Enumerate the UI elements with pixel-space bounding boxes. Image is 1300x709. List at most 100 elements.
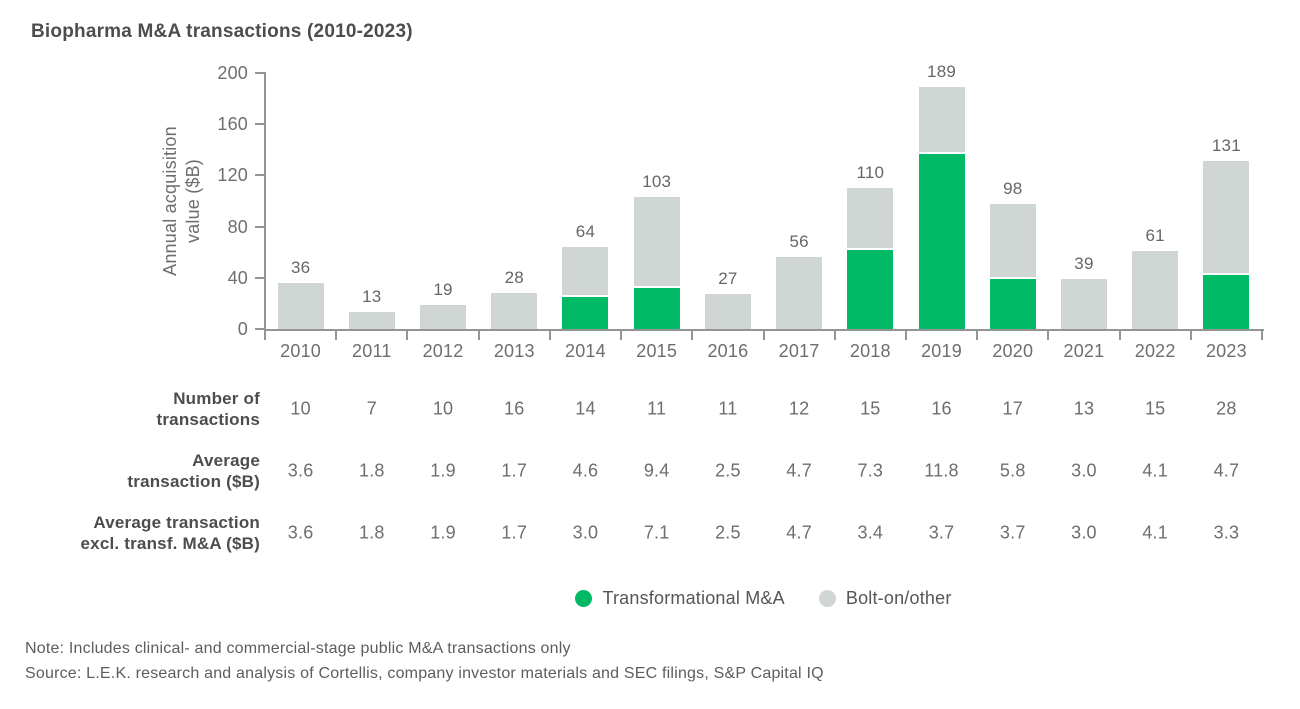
bar-segment-transformational — [633, 288, 680, 329]
x-category-label: 2010 — [280, 341, 322, 361]
x-tick-mark — [477, 331, 480, 340]
x-tick-mark — [691, 331, 694, 340]
table-cell: 7.1 — [643, 522, 670, 543]
bar-total-label: 98 — [1003, 178, 1023, 198]
table-row-label: Average transaction ($B) — [127, 451, 260, 491]
table-cell: 1.7 — [501, 522, 528, 543]
x-tick-mark — [620, 331, 623, 340]
x-category-label: 2019 — [921, 341, 962, 361]
bar-segment-bolt-on — [562, 247, 609, 297]
x-tick-mark — [1261, 331, 1263, 340]
bar-segment-bolt-on — [918, 87, 965, 154]
x-category-label: 2020 — [992, 341, 1034, 361]
table-cell: 16 — [504, 398, 525, 419]
x-tick-mark — [1189, 331, 1192, 340]
x-category-label: 2022 — [1134, 341, 1176, 361]
x-tick-mark — [1118, 331, 1121, 340]
table-cell: 5.8 — [999, 460, 1026, 481]
bar-segment-bolt-on — [1132, 250, 1179, 329]
bar-segment-transformational — [562, 297, 609, 329]
table-cell: 12 — [788, 398, 810, 419]
x-category-label: 2023 — [1205, 341, 1247, 361]
x-category-label: 2011 — [352, 341, 392, 361]
table-cell: 14 — [575, 398, 596, 419]
table-cell: 4.7 — [1213, 460, 1240, 481]
table-cell: 9.4 — [643, 460, 670, 481]
table-cell: 15 — [1144, 398, 1166, 419]
y-tick-mark — [255, 328, 265, 330]
y-tick-mark — [255, 174, 265, 177]
bar-total-label: 189 — [927, 62, 957, 82]
bar-segment-bolt-on — [776, 257, 823, 329]
bar-segment-transformational — [1203, 275, 1250, 329]
bar-segment-transformational — [989, 279, 1036, 329]
legend: Transformational M&A Bolt-on/other — [265, 588, 1262, 609]
table-cell: 7.3 — [857, 460, 884, 481]
x-category-label: 2014 — [565, 341, 606, 361]
x-tick-mark — [1047, 331, 1050, 340]
table-cell: 3.0 — [572, 522, 599, 543]
bar-total-label: 27 — [718, 269, 738, 289]
x-category-label: 2016 — [707, 341, 749, 361]
bar-total-label: 131 — [1211, 136, 1241, 156]
y-tick-mark — [255, 123, 265, 126]
table-cell: 2.5 — [715, 460, 741, 481]
bar-segment-bolt-on — [277, 282, 324, 329]
x-category-label: 2012 — [422, 341, 464, 361]
table-cell: 15 — [860, 398, 881, 419]
table-cell: 3.4 — [857, 522, 884, 543]
bar-total-label: 64 — [575, 222, 596, 242]
bar-segment-bolt-on — [633, 197, 680, 289]
table-cell: 4.7 — [786, 522, 812, 543]
table-cell: 2.5 — [715, 522, 741, 543]
table-cell: 11 — [647, 398, 667, 419]
x-tick-mark — [762, 331, 765, 340]
bar-segment-bolt-on — [847, 188, 894, 250]
table-cell: 4.1 — [1142, 522, 1168, 543]
bar-total-label: 19 — [433, 279, 453, 299]
table-cell: 1.9 — [430, 460, 456, 481]
x-tick-mark — [335, 331, 338, 340]
table-cell: 11 — [718, 398, 738, 419]
bar-segment-bolt-on — [1060, 279, 1107, 329]
x-category-label: 2018 — [849, 341, 891, 361]
x-category-label: 2013 — [493, 341, 535, 361]
table-cell: 3.0 — [1071, 460, 1097, 481]
table-cell: 4.1 — [1142, 460, 1168, 481]
bar-total-label: 13 — [362, 287, 382, 307]
x-tick-mark — [976, 331, 979, 340]
y-tick-label: 40 — [227, 267, 248, 288]
table-cell: 1.7 — [501, 460, 528, 481]
table-cell: 1.8 — [358, 522, 385, 543]
x-axis-line — [264, 329, 1264, 331]
table-cell: 3.7 — [999, 522, 1026, 543]
table-row-label: Number of transactions — [156, 389, 260, 429]
table-cell: 7 — [366, 398, 377, 419]
x-tick-mark — [264, 331, 266, 340]
y-tick-mark — [255, 225, 265, 228]
bar-total-label: 36 — [290, 257, 311, 277]
table-cell: 3.6 — [287, 522, 314, 543]
y-tick-mark — [255, 72, 265, 74]
bar-total-label: 110 — [856, 163, 885, 183]
y-tick-label: 80 — [227, 216, 248, 237]
table-cell: 11.8 — [924, 460, 959, 481]
x-category-label: 2021 — [1063, 341, 1105, 361]
table-cell: 3.6 — [287, 460, 314, 481]
x-category-label: 2015 — [636, 341, 678, 361]
bar-segment-bolt-on — [704, 294, 751, 329]
table-row-label: Average transaction excl. transf. M&A ($B… — [80, 513, 260, 553]
x-tick-mark — [548, 331, 551, 340]
bar-segment-bolt-on — [420, 304, 467, 329]
table-cell: 13 — [1073, 398, 1095, 419]
table-cell: 1.9 — [430, 522, 456, 543]
note-text: Note: Includes clinical- and commercial-… — [25, 640, 571, 657]
y-tick-label: 160 — [217, 114, 248, 135]
bar-total-label: 28 — [504, 268, 524, 288]
y-tick-label: 0 — [237, 319, 248, 339]
legend-item-bolt-on: Bolt-on/other — [818, 588, 952, 609]
table-cell: 17 — [1002, 398, 1023, 419]
table-cell: 28 — [1216, 398, 1237, 419]
bar-total-label: 61 — [1145, 225, 1165, 245]
